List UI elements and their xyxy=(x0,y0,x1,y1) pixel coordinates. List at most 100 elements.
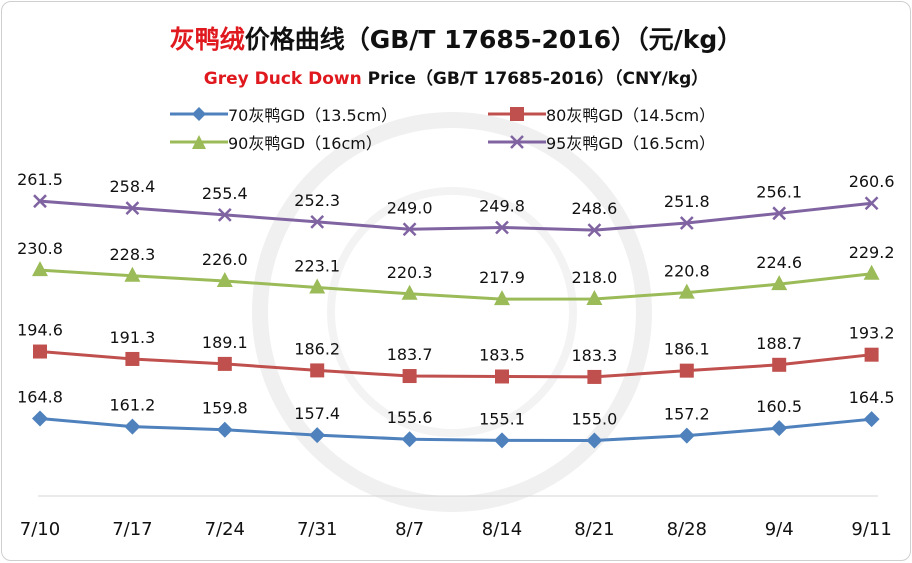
legend-swatch-70 xyxy=(170,107,228,121)
data-label: 193.2 xyxy=(849,324,895,343)
series-line xyxy=(39,268,872,301)
legend-swatch-80 xyxy=(488,107,546,121)
legend-label-70: 70灰鸭GD（13.5cm） xyxy=(228,106,398,125)
data-label: 164.5 xyxy=(849,388,895,407)
chart-title-accent: 灰鸭绒 xyxy=(169,25,245,54)
data-label: 189.1 xyxy=(202,333,248,352)
x-tick-label: 8/7 xyxy=(395,519,424,540)
series-line xyxy=(39,199,872,232)
x-tick-label: 9/4 xyxy=(765,519,794,540)
legend-item-70: 70灰鸭GD（13.5cm） xyxy=(170,102,397,126)
data-label: 260.6 xyxy=(849,172,895,191)
data-point xyxy=(124,418,141,435)
x-tick-label: 7/31 xyxy=(297,519,337,540)
chart-subtitle-accent: Grey Duck Down xyxy=(203,69,362,89)
legend-swatch-90 xyxy=(170,135,228,149)
data-label: 218.0 xyxy=(571,268,617,287)
data-point xyxy=(32,261,48,277)
chart-subtitle-rest: Price（GB/T 17685-2016）（CNY/kg） xyxy=(361,69,709,89)
data-point xyxy=(495,369,509,384)
data-point xyxy=(402,369,417,384)
data-point xyxy=(772,206,787,221)
data-label: 220.8 xyxy=(664,262,710,281)
data-label: 256.1 xyxy=(756,182,802,201)
data-point xyxy=(863,264,880,280)
watermark-inner-ring xyxy=(327,187,577,437)
data-label: 155.0 xyxy=(571,410,617,429)
data-label: 251.8 xyxy=(664,192,710,211)
data-point xyxy=(216,421,233,438)
data-point xyxy=(124,266,141,282)
data-label: 157.2 xyxy=(664,405,710,424)
data-point xyxy=(310,214,325,229)
data-point xyxy=(309,427,326,444)
data-point xyxy=(217,208,232,222)
data-point xyxy=(679,216,694,230)
data-label: 155.1 xyxy=(479,409,525,428)
data-point xyxy=(401,431,418,448)
x-tick-label: 8/14 xyxy=(482,519,522,540)
data-point xyxy=(401,284,418,300)
data-point xyxy=(586,432,603,449)
legend-item-80: 80灰鸭GD（14.5cm） xyxy=(488,102,715,126)
data-point xyxy=(678,427,695,444)
data-point xyxy=(216,271,233,287)
data-point xyxy=(587,223,602,238)
data-point xyxy=(32,410,48,427)
data-point xyxy=(587,369,602,384)
data-label: 160.5 xyxy=(756,397,802,416)
data-point xyxy=(679,363,694,378)
x-tick-label: 7/24 xyxy=(205,519,245,540)
legend-label-90: 90灰鸭GD（16cm） xyxy=(228,134,382,153)
data-label: 191.3 xyxy=(109,328,155,347)
series-line xyxy=(39,350,872,379)
data-point xyxy=(125,201,140,216)
data-label: 157.4 xyxy=(294,404,340,423)
data-label: 155.6 xyxy=(387,408,433,427)
legend-item-90: 90灰鸭GD（16cm） xyxy=(170,130,382,154)
data-point xyxy=(495,220,509,235)
data-label: 217.9 xyxy=(479,268,525,287)
data-label: 186.2 xyxy=(294,339,340,358)
data-label: 252.3 xyxy=(294,191,340,210)
data-point xyxy=(217,356,232,371)
data-label: 228.3 xyxy=(109,245,155,264)
data-label: 249.0 xyxy=(387,198,433,217)
chart-title-rest: 价格曲线（GB/T 17685-2016）（元/kg） xyxy=(244,25,743,54)
data-label: 164.8 xyxy=(17,388,63,407)
data-point xyxy=(771,275,788,291)
data-point xyxy=(310,363,325,378)
x-tick-label: 9/11 xyxy=(851,519,891,540)
chart-title: 灰鸭绒价格曲线（GB/T 17685-2016）（元/kg） xyxy=(2,20,910,56)
data-point xyxy=(678,283,695,299)
data-label: 248.6 xyxy=(571,199,617,218)
data-label: 224.6 xyxy=(756,253,802,272)
data-point xyxy=(125,351,140,366)
data-point xyxy=(586,289,603,305)
data-label: 229.2 xyxy=(849,243,895,262)
data-point xyxy=(864,196,879,211)
data-point xyxy=(772,357,787,372)
data-label: 226.0 xyxy=(202,250,248,269)
x-tick-label: 8/28 xyxy=(667,519,707,540)
x-tick-label: 7/10 xyxy=(20,519,60,540)
data-label: 159.8 xyxy=(202,399,248,418)
data-point xyxy=(863,411,880,428)
data-label: 258.4 xyxy=(109,177,155,196)
series-line xyxy=(39,417,872,443)
data-label: 188.7 xyxy=(756,334,802,353)
x-tick-label: 8/21 xyxy=(574,519,614,540)
data-point xyxy=(309,278,326,294)
data-label: 186.1 xyxy=(664,340,710,359)
chart-subtitle: Grey Duck Down Price（GB/T 17685-2016）（CN… xyxy=(2,64,910,89)
data-label: 261.5 xyxy=(17,170,63,189)
data-point xyxy=(33,194,47,209)
data-point xyxy=(494,290,510,306)
data-point xyxy=(402,222,417,237)
data-label: 249.8 xyxy=(479,196,525,215)
data-point xyxy=(33,344,47,359)
data-label: 220.3 xyxy=(387,263,433,282)
x-tick-label: 7/17 xyxy=(112,519,152,540)
